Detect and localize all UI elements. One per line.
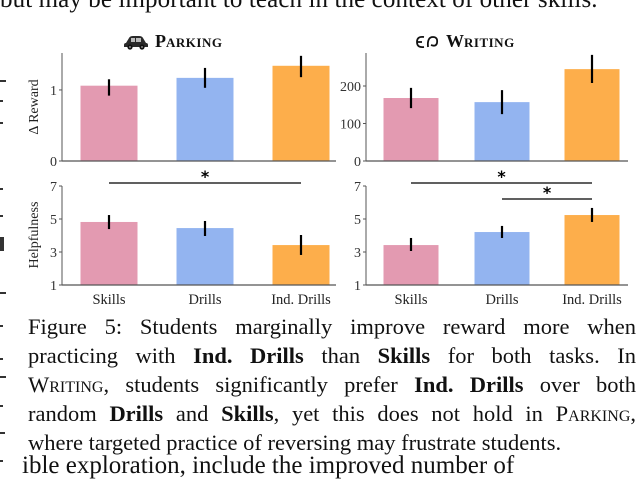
body-text-top-partial: but may be important to teach in the con… bbox=[0, 0, 598, 14]
x-tick-label: Drills bbox=[188, 292, 221, 308]
figure-caption: Figure 5: Students marginally improve re… bbox=[28, 312, 636, 457]
bar-drills bbox=[176, 77, 234, 161]
bar-skills bbox=[383, 245, 439, 285]
panel-title-parking: PARKING bbox=[123, 31, 222, 52]
y-tick-label: 3 bbox=[50, 246, 57, 261]
bar-ind-drills bbox=[564, 69, 620, 161]
panel-title-text: WRITING bbox=[446, 31, 515, 51]
y-tick-label: 0 bbox=[50, 155, 57, 170]
y-axis-label: Δ Reward bbox=[27, 79, 42, 134]
bar-ind-drills bbox=[272, 65, 330, 161]
panel-title-writing: WRITING bbox=[414, 31, 515, 52]
body-text-bottom-partial: ible exploration, include the improved n… bbox=[22, 452, 515, 479]
adjacent-column-edge bbox=[0, 40, 10, 462]
x-tick-label: Ind. Drills bbox=[562, 292, 622, 308]
caption-line: practicing with Ind. Drills than Skills … bbox=[28, 343, 636, 368]
caption-line: Figure 5: Students marginally improve re… bbox=[28, 314, 636, 339]
y-tick-label: 1 bbox=[50, 84, 57, 99]
y-axis-label: Helpfulness bbox=[27, 202, 42, 269]
caption-line: where targeted practice of reversing may… bbox=[28, 430, 562, 455]
y-tick-label: 1 bbox=[354, 279, 361, 294]
y-tick-label: 1 bbox=[50, 279, 57, 294]
caption-line: Writing, students significantly prefer I… bbox=[28, 372, 636, 397]
car-icon bbox=[124, 35, 148, 50]
y-tick-label: 200 bbox=[340, 80, 361, 95]
x-tick-label: Skills bbox=[394, 292, 427, 308]
y-tick-label: 5 bbox=[50, 213, 57, 228]
chart-bottom-right: 1 3 5 7 Skills Drills Ind. Drills * * bbox=[354, 167, 628, 308]
panel-title-text: PARKING bbox=[155, 31, 223, 51]
bar-ind-drills bbox=[564, 215, 620, 285]
writing-icon bbox=[416, 35, 439, 48]
y-tick-label: 100 bbox=[340, 118, 361, 133]
significance-star: * bbox=[497, 167, 506, 186]
x-tick-label: Ind. Drills bbox=[271, 292, 331, 308]
y-tick-label: 7 bbox=[50, 180, 57, 195]
chart-top-right: 0 100 200 bbox=[340, 53, 628, 170]
caption-line: random Drills and Skills, yet this does … bbox=[28, 401, 636, 426]
bar-drills bbox=[474, 232, 530, 285]
bar-drills bbox=[176, 228, 234, 285]
bar-skills bbox=[80, 85, 138, 161]
significance-star: * bbox=[543, 183, 552, 202]
y-tick-label: 5 bbox=[354, 213, 361, 228]
figure-charts: 0 1 Δ Reward 0 100 200 1 3 5 7 Helpfulness Skills Dr… bbox=[27, 53, 628, 308]
significance-star: * bbox=[201, 167, 210, 186]
bar-skills bbox=[383, 98, 439, 161]
y-tick-label: 3 bbox=[354, 246, 361, 261]
y-tick-label: 0 bbox=[354, 155, 361, 170]
chart-top-left: 0 1 Δ Reward bbox=[27, 53, 336, 170]
x-tick-label: Skills bbox=[92, 292, 125, 308]
bar-skills bbox=[80, 221, 138, 285]
chart-bottom-left: 1 3 5 7 Helpfulness Skills Drills Ind. Drills * bbox=[27, 167, 336, 308]
y-tick-label: 7 bbox=[354, 180, 361, 195]
x-tick-label: Drills bbox=[485, 292, 518, 308]
